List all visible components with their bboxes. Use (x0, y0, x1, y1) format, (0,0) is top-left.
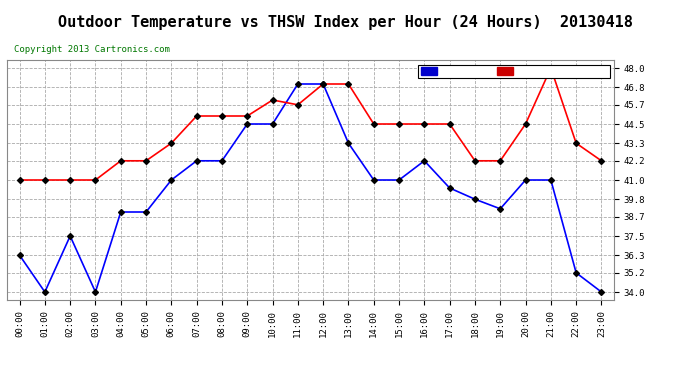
Legend: THSW  (°F), Temperature  (°F): THSW (°F), Temperature (°F) (418, 64, 609, 78)
Text: Outdoor Temperature vs THSW Index per Hour (24 Hours)  20130418: Outdoor Temperature vs THSW Index per Ho… (57, 15, 633, 30)
Text: Copyright 2013 Cartronics.com: Copyright 2013 Cartronics.com (14, 45, 170, 54)
